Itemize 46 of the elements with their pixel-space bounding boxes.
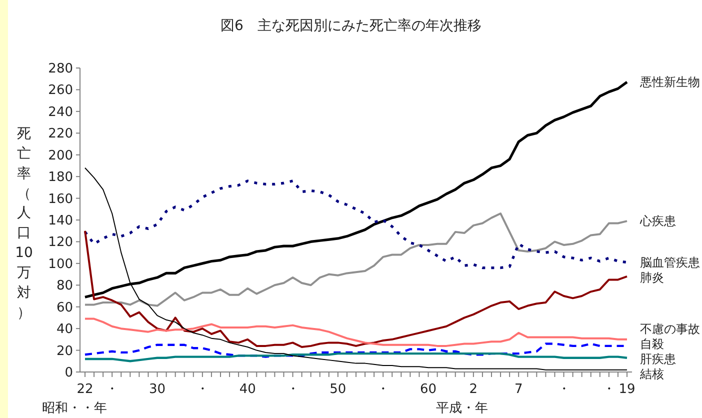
y-tick-label: 0 — [64, 366, 73, 380]
x-tick-label: ・ — [106, 382, 119, 397]
y-tick-label: 60 — [56, 300, 73, 316]
text: 死亡率（人口10万対） — [15, 126, 33, 321]
x-tick-label: 30 — [148, 382, 166, 397]
x-tick-label: ・ — [376, 382, 390, 397]
x-tick-label: 7 — [514, 382, 523, 397]
line-series — [84, 180, 628, 270]
x-tick-label: 50 — [330, 382, 346, 397]
y-tick-label: 20 — [56, 344, 73, 359]
y-tick-label: 100 — [48, 256, 73, 272]
y-tick-label: 260 — [48, 83, 73, 98]
y-tick-label: 140 — [48, 214, 73, 228]
x-tick-label: ・ — [602, 382, 616, 397]
y-tick-label: 40 — [56, 322, 73, 338]
series-label: 悪性新生物 — [639, 75, 700, 90]
x-axis-title: 昭和・・年 — [42, 401, 107, 416]
line-series — [84, 230, 628, 348]
chart-title: 図6 主な死因別にみた死亡率の年次推移 — [220, 18, 482, 34]
y-tick-label: 160 — [48, 192, 73, 207]
x-tick-label: 40 — [239, 382, 256, 397]
x-tick-label: ・ — [557, 382, 570, 397]
x-tick-label: 22 — [76, 382, 94, 397]
line-series — [84, 352, 628, 362]
y-tick-label: 180 — [48, 170, 73, 186]
line-series — [84, 212, 628, 307]
x-tick-label: 60 — [420, 382, 437, 397]
text: 平成・年 — [436, 401, 488, 416]
series-label: 肺炎 — [640, 270, 664, 284]
x-tick-label: 2 — [469, 382, 478, 397]
x-tick-label: ・ — [196, 382, 209, 397]
series-label: 自殺 — [640, 337, 664, 351]
series-label: 脳血管疾患 — [640, 255, 700, 270]
series-label: 心疾患 — [639, 214, 676, 228]
line-series — [84, 318, 628, 347]
x-tick-label: 19 — [618, 382, 636, 397]
series-label: 肝疾患 — [640, 352, 676, 366]
series-label: 不慮の事故 — [640, 322, 700, 336]
y-tick-label: 220 — [48, 126, 73, 142]
x-tick-label: ・ — [286, 382, 300, 397]
y-tick-label: 240 — [48, 104, 73, 120]
y-tick-label: 120 — [48, 235, 73, 250]
series-label: 結核 — [639, 367, 664, 381]
y-tick-label: 200 — [48, 148, 73, 164]
y-tick-label: 280 — [48, 62, 73, 76]
y-tick-label: 80 — [56, 278, 73, 294]
